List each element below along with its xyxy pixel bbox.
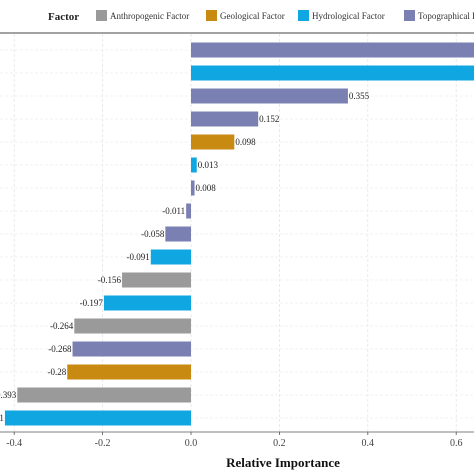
legend-swatch <box>404 10 415 21</box>
bar-value-label: 0.098 <box>235 137 256 147</box>
x-tick-label: 0.2 <box>273 438 286 449</box>
legend-swatch <box>298 10 309 21</box>
x-tick-label: 0.4 <box>362 438 375 449</box>
bar <box>191 134 235 150</box>
legend-label: Hydrological Factor <box>312 11 385 21</box>
bar <box>186 203 191 219</box>
x-axis-title: Relative Importance <box>226 455 340 470</box>
bar-value-label: 0.008 <box>196 183 217 193</box>
bar-value-label: -0.091 <box>127 252 150 262</box>
x-tick-label: 0.0 <box>185 438 198 449</box>
bar <box>103 295 191 311</box>
bar-value-label: 0.355 <box>349 91 370 101</box>
bar <box>191 88 348 104</box>
bar <box>150 249 191 265</box>
bar-value-label: -0.28 <box>47 367 66 377</box>
bar <box>191 157 197 173</box>
bar-value-label: -0.156 <box>98 275 122 285</box>
x-tick-label: -0.2 <box>95 438 111 449</box>
bar-value-label: -0.393 <box>0 390 17 400</box>
bar <box>165 226 191 242</box>
bar-value-label: -0.421 <box>0 413 4 423</box>
bar <box>72 341 191 357</box>
bar-value-label: -0.058 <box>141 229 165 239</box>
legend-label: Anthropogenic Factor <box>110 11 189 21</box>
bar <box>17 387 191 403</box>
bar <box>191 111 259 127</box>
legend-label: Topographical Factor <box>418 11 474 21</box>
legend-swatch <box>206 10 217 21</box>
bar <box>74 318 191 334</box>
bars-layer: 0.355 0.152 0.098 0.013 0.008 -0.011 -0.058 -0.… <box>0 42 474 426</box>
bar-value-label: -0.264 <box>50 321 74 331</box>
bar-value-label: -0.011 <box>162 206 185 216</box>
bar <box>67 364 191 380</box>
x-tick-label: -0.4 <box>6 438 22 449</box>
bar <box>191 42 474 58</box>
x-tick-label: 0.6 <box>450 438 463 449</box>
chart-legend: Factor Anthropogenic Factor Geological Fa… <box>48 10 474 23</box>
bar <box>191 65 474 81</box>
bar <box>191 180 195 196</box>
legend-label: Geological Factor <box>220 11 285 21</box>
bar-value-label: 0.152 <box>259 114 279 124</box>
legend-title: Factor <box>48 11 79 23</box>
bar <box>4 410 192 426</box>
bar-value-label: -0.197 <box>80 298 104 308</box>
x-axis: -0.4 -0.2 0.0 0.2 0.4 0.6 <box>0 431 474 449</box>
bar-value-label: 0.013 <box>198 160 219 170</box>
bar <box>122 272 191 288</box>
bar-value-label: -0.268 <box>48 344 72 354</box>
legend-swatch <box>96 10 107 21</box>
